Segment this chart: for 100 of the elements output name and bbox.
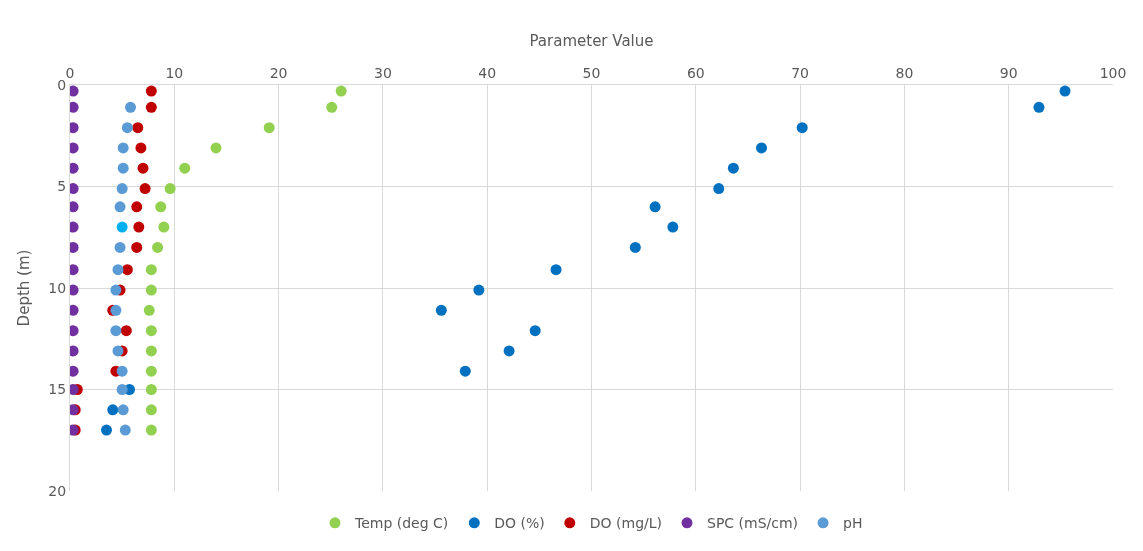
legend-label: SPC (mS/cm) <box>707 515 799 532</box>
point <box>117 142 129 154</box>
point <box>116 384 128 395</box>
point <box>529 325 541 337</box>
point <box>145 384 157 395</box>
x-tick-label: 30 <box>373 65 392 82</box>
point <box>667 221 679 233</box>
y-tick-label: 10 <box>48 279 67 296</box>
point <box>152 241 164 253</box>
point <box>101 424 112 436</box>
point <box>1033 101 1045 113</box>
point <box>179 162 191 174</box>
point <box>155 201 167 213</box>
point <box>70 183 79 195</box>
point <box>649 201 661 213</box>
point <box>145 284 157 296</box>
point <box>459 365 471 377</box>
point <box>116 221 128 233</box>
point <box>70 101 79 113</box>
point <box>143 304 155 316</box>
point <box>107 404 119 416</box>
point <box>473 284 485 296</box>
point <box>550 264 562 276</box>
y-tick-label: 5 <box>57 178 67 195</box>
point <box>114 241 126 253</box>
point <box>121 122 133 134</box>
point <box>70 284 79 296</box>
x-tick-label: 60 <box>686 65 705 82</box>
point <box>164 183 176 195</box>
x-tick-label: 50 <box>582 65 601 82</box>
point <box>145 345 157 357</box>
point <box>145 101 157 113</box>
point <box>713 183 725 195</box>
point <box>70 221 79 233</box>
point <box>116 183 128 195</box>
x-tick-label: 40 <box>478 65 497 82</box>
point <box>124 101 136 113</box>
point <box>70 365 79 377</box>
point <box>139 183 151 195</box>
legend-label: Temp (deg C) <box>354 515 449 532</box>
point <box>70 241 79 253</box>
x-tick-label: 20 <box>269 65 288 82</box>
point <box>263 122 275 134</box>
point <box>158 221 170 233</box>
point <box>1059 85 1071 97</box>
point <box>145 404 157 416</box>
point <box>137 162 149 174</box>
point <box>112 345 124 357</box>
point <box>70 325 79 337</box>
point <box>145 365 157 377</box>
y-axis-title: Depth (m) <box>14 249 33 327</box>
legend-label: DO (%) <box>494 515 545 532</box>
legend-label: pH <box>843 515 863 532</box>
point <box>116 365 128 377</box>
point <box>112 264 124 276</box>
point <box>117 404 129 416</box>
point <box>629 241 641 253</box>
point <box>117 162 129 174</box>
point <box>70 384 79 395</box>
point <box>210 142 222 154</box>
point <box>131 201 143 213</box>
point <box>110 325 122 337</box>
point <box>335 85 347 97</box>
point <box>133 221 145 233</box>
point <box>70 85 79 97</box>
point <box>132 122 144 134</box>
point <box>70 122 79 134</box>
point <box>145 85 157 97</box>
x-tick-label: 90 <box>999 65 1018 82</box>
point <box>435 304 447 316</box>
x-axis-title: Parameter Value <box>529 31 654 50</box>
x-tick-label: 80 <box>895 65 914 82</box>
legend-label: DO (mg/L) <box>589 515 662 532</box>
point <box>70 201 79 213</box>
point <box>145 325 157 337</box>
point <box>503 345 515 357</box>
point <box>70 162 79 174</box>
point <box>114 201 126 213</box>
point <box>326 101 338 113</box>
y-tick-label: 15 <box>48 381 67 398</box>
point <box>70 345 79 357</box>
point <box>756 142 768 154</box>
x-tick-label: 100 <box>1099 65 1127 82</box>
point <box>145 264 157 276</box>
point <box>120 325 132 337</box>
point <box>135 142 147 154</box>
x-tick-label: 10 <box>165 65 184 82</box>
point <box>796 122 808 134</box>
point <box>119 424 131 436</box>
point <box>131 241 143 253</box>
x-tick-label: 70 <box>791 65 810 82</box>
point <box>70 264 79 276</box>
point <box>110 284 122 296</box>
point <box>121 264 133 276</box>
y-tick-label: 20 <box>48 482 67 499</box>
point <box>70 142 79 154</box>
point <box>70 304 79 316</box>
y-tick-label: 0 <box>57 76 67 93</box>
point <box>727 162 739 174</box>
point <box>145 424 157 436</box>
